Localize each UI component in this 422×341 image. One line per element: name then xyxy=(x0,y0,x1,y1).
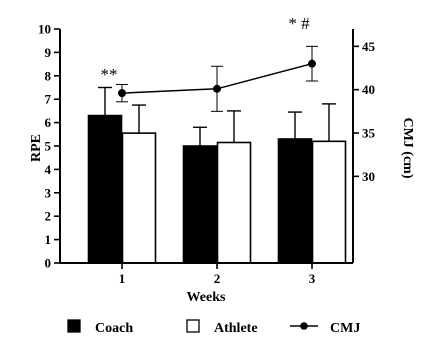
y-tick-label-9: 9 xyxy=(45,45,52,60)
legend-marker-cmj xyxy=(300,322,308,330)
y-tick-label-6: 6 xyxy=(45,115,52,130)
y-tick-label-8: 8 xyxy=(45,68,52,83)
cmj-point-1 xyxy=(118,89,126,98)
legend-swatch-athlete xyxy=(186,319,200,333)
y-tick-label-0: 0 xyxy=(45,256,52,271)
bar-coach-2 xyxy=(182,145,218,264)
y-axis-title: RPE xyxy=(29,134,44,162)
y-tick-label-4: 4 xyxy=(45,162,52,177)
y2-tick-label-40: 40 xyxy=(362,82,375,97)
x-axis-title: Weeks xyxy=(187,290,226,305)
y-tick-label-2: 2 xyxy=(45,209,52,224)
bar-coach-3 xyxy=(277,138,313,264)
y2-axis-title: CMJ (cm) xyxy=(400,117,415,178)
legend-label-cmj: CMJ xyxy=(330,321,360,336)
bar-athlete-2 xyxy=(216,141,252,264)
y-tick-label-1: 1 xyxy=(45,232,52,247)
bar-coach-1 xyxy=(87,114,123,264)
legend-label-coach: Coach xyxy=(95,321,133,336)
annotation-week-1: ** xyxy=(101,65,118,84)
y2-tick-label-45: 45 xyxy=(362,39,376,54)
x-tick-label-3: 3 xyxy=(309,271,316,286)
bar-athlete-3 xyxy=(311,140,347,264)
cmj-point-3 xyxy=(308,59,316,68)
x-tick-label-2: 2 xyxy=(214,271,221,286)
y-tick-label-10: 10 xyxy=(38,22,51,37)
legend-label-athlete: Athlete xyxy=(214,321,258,336)
legend-swatch-coach xyxy=(67,319,81,333)
y-tick-label-3: 3 xyxy=(45,185,52,200)
y-tick-label-7: 7 xyxy=(45,92,52,107)
y-tick-label-5: 5 xyxy=(45,139,52,154)
y2-tick-label-35: 35 xyxy=(362,126,376,141)
y2-tick-label-30: 30 xyxy=(362,169,375,184)
cmj-point-2 xyxy=(213,84,221,93)
bar-athlete-1 xyxy=(121,132,157,264)
annotation-week-3: * # xyxy=(288,14,310,33)
x-tick-label-1: 1 xyxy=(119,271,126,286)
